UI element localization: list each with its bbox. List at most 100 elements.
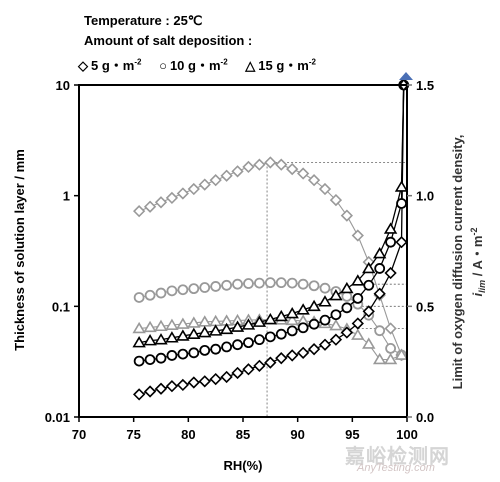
- data-point: [297, 346, 310, 359]
- data-point: [143, 385, 157, 398]
- data-point: [394, 348, 409, 360]
- x-tick-label: 95: [345, 427, 359, 442]
- watermark-en: AnyTesting.com: [357, 462, 435, 474]
- data-point: [308, 318, 320, 330]
- y-right-tick-label: 0.5: [416, 299, 434, 314]
- data-point: [362, 305, 375, 318]
- data-point: [351, 274, 365, 286]
- data-point: [187, 316, 201, 328]
- data-point: [154, 333, 168, 345]
- y-right-tick-label: 1.0: [416, 189, 434, 204]
- data-point: [318, 182, 332, 196]
- data-point: [319, 314, 331, 326]
- data-point: [232, 339, 243, 351]
- data-point: [144, 289, 156, 301]
- data-point: [133, 388, 146, 401]
- data-point: [372, 352, 387, 365]
- data-point: [242, 363, 255, 376]
- data-point: [372, 246, 387, 259]
- y-axis-right-label-line2: ilim / A・m-2: [469, 228, 487, 297]
- legend-item-15g: △ 15 g・m-2: [245, 58, 316, 73]
- data-point: [351, 317, 364, 330]
- series-line: [138, 84, 405, 344]
- data-point: [176, 378, 189, 392]
- data-point: [166, 350, 178, 361]
- legend-label-15g: 15 g・m: [258, 58, 309, 73]
- data-point: [230, 320, 245, 332]
- y-left-tick-label: 0.1: [52, 299, 70, 314]
- data-point: [198, 375, 211, 388]
- data-point: [340, 281, 354, 294]
- data-point: [133, 355, 145, 367]
- data-point: [187, 182, 200, 196]
- data-point: [220, 370, 233, 384]
- data-point: [133, 205, 146, 218]
- x-axis-label: RH(%): [224, 458, 263, 473]
- watermark-cn: 嘉峪检测网: [345, 446, 450, 468]
- circle-icon: ○: [159, 58, 167, 73]
- data-point: [241, 318, 256, 330]
- data-point: [166, 285, 178, 297]
- ilim-sub: lim: [477, 280, 487, 293]
- x-tick-label: 85: [236, 427, 250, 442]
- data-point: [341, 302, 353, 314]
- y-left-tick-label: 0.01: [45, 410, 70, 425]
- data-point: [275, 158, 288, 171]
- data-point: [220, 169, 233, 182]
- data-point: [307, 343, 321, 356]
- data-point: [274, 309, 288, 322]
- data-point: [243, 278, 254, 289]
- data-point: [231, 366, 244, 380]
- data-point: [340, 326, 353, 339]
- data-point: [351, 229, 364, 242]
- data-point: [165, 191, 179, 205]
- data-point: [188, 283, 200, 295]
- data-point: [209, 174, 222, 187]
- data-point: [221, 279, 233, 291]
- data-point: [155, 287, 167, 299]
- triangle-icon: △: [245, 58, 256, 73]
- data-point: [297, 278, 309, 290]
- data-point: [187, 327, 201, 340]
- data-point: [165, 331, 179, 343]
- data-point: [208, 324, 223, 336]
- data-point: [242, 160, 255, 174]
- data-point: [154, 319, 168, 332]
- data-point: [263, 312, 278, 325]
- series-triangle-left: [132, 84, 409, 348]
- data-point: [154, 382, 168, 395]
- data-point: [154, 196, 168, 209]
- data-point: [275, 277, 287, 289]
- data-point: [199, 282, 211, 293]
- data-point: [307, 174, 321, 187]
- y-left-tick-label: 10: [56, 78, 70, 93]
- data-point: [176, 317, 190, 329]
- data-point: [132, 321, 146, 334]
- data-point: [155, 352, 167, 364]
- data-point: [243, 337, 254, 349]
- data-point: [329, 319, 343, 331]
- data-point: [198, 325, 212, 338]
- top-marker-icon: [399, 72, 413, 80]
- data-point: [132, 336, 146, 348]
- data-point: [188, 347, 200, 359]
- data-point: [385, 342, 397, 354]
- data-point: [210, 281, 222, 292]
- data-point: [374, 325, 386, 337]
- data-point: [329, 333, 343, 346]
- legend-item-10g: ○ 10 g・m-2: [159, 58, 231, 73]
- data-point: [351, 328, 365, 340]
- data-point: [394, 180, 409, 192]
- data-point: [198, 315, 212, 327]
- data-point: [330, 309, 342, 321]
- data-point: [133, 292, 145, 303]
- data-point: [308, 280, 320, 292]
- data-point: [165, 318, 179, 330]
- x-tick-label: 80: [181, 427, 195, 442]
- data-point: [363, 279, 375, 291]
- data-point: [143, 320, 157, 333]
- diamond-icon: ◇: [78, 58, 88, 73]
- ilim-units: / A・m: [470, 236, 485, 280]
- data-point: [253, 277, 265, 289]
